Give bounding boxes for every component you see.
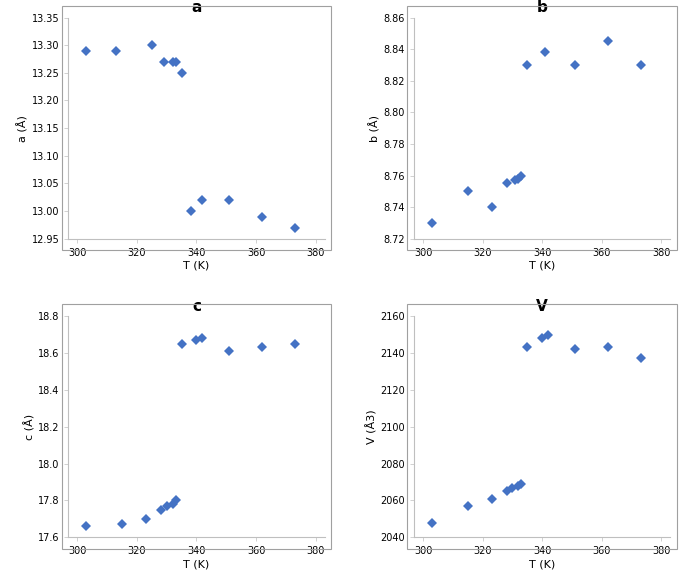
X-axis label: T (K): T (K) — [529, 559, 555, 569]
X-axis label: T (K): T (K) — [529, 260, 555, 270]
Title: a: a — [192, 0, 202, 15]
Title: V: V — [536, 298, 548, 314]
Y-axis label: c (Å): c (Å) — [24, 413, 35, 440]
Title: c: c — [192, 298, 201, 314]
X-axis label: T (K): T (K) — [183, 559, 209, 569]
Y-axis label: b (Å): b (Å) — [369, 114, 381, 141]
Y-axis label: a (Å): a (Å) — [17, 114, 29, 141]
X-axis label: T (K): T (K) — [183, 260, 209, 270]
Title: b: b — [537, 0, 548, 15]
Y-axis label: V (Å3): V (Å3) — [366, 409, 378, 444]
